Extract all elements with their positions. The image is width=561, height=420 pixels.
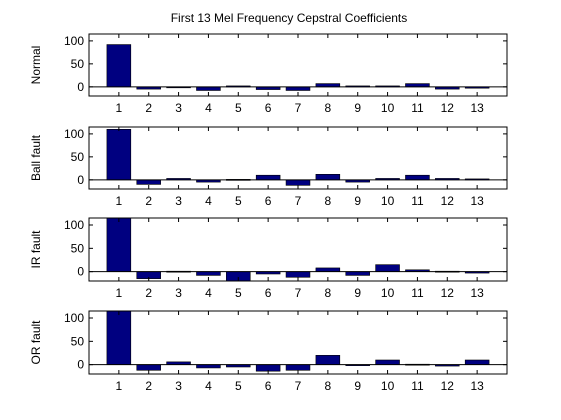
x-tick-label: 8 [325, 286, 332, 300]
x-tick-label: 3 [175, 379, 182, 393]
bar-11 [405, 174, 430, 181]
bar-7 [285, 271, 311, 278]
bar-10 [375, 359, 400, 365]
y-tick-label: 100 [64, 311, 84, 325]
x-tick-label: 8 [325, 101, 332, 115]
x-tick-label: 4 [205, 286, 212, 300]
y-tick-label: 50 [71, 150, 85, 164]
bar-10 [375, 264, 400, 272]
x-tick-label: 6 [265, 101, 272, 115]
x-tick-label: 3 [175, 194, 182, 208]
x-tick-label: 4 [205, 379, 212, 393]
x-tick-label: 2 [145, 379, 152, 393]
x-tick-label: 7 [295, 379, 302, 393]
bar-2 [136, 179, 161, 185]
y-tick-label: 50 [71, 241, 85, 255]
x-tick-label: 13 [470, 379, 484, 393]
bar-1 [106, 217, 132, 272]
x-tick-label: 8 [325, 379, 332, 393]
x-tick-label: 10 [381, 286, 395, 300]
x-tick-label: 1 [116, 379, 123, 393]
x-tick-label: 6 [265, 286, 272, 300]
y-tick-label: 100 [64, 34, 84, 48]
chart-title: First 13 Mel Frequency Cepstral Coeffici… [171, 11, 408, 25]
bar-7 [285, 364, 311, 371]
x-tick-label: 9 [354, 194, 361, 208]
x-tick-label: 7 [295, 194, 302, 208]
bar-4 [196, 271, 221, 276]
x-tick-label: 2 [145, 101, 152, 115]
bar-8 [315, 355, 341, 365]
x-tick-label: 9 [354, 101, 361, 115]
x-tick-label: 13 [470, 101, 484, 115]
y-axis-label: IR fault [29, 230, 43, 269]
bar-1 [106, 310, 132, 365]
x-tick-label: 10 [381, 379, 395, 393]
x-tick-label: 7 [295, 101, 302, 115]
y-tick-label: 0 [77, 358, 84, 372]
x-tick-label: 6 [265, 379, 272, 393]
bar-1 [106, 129, 132, 181]
x-tick-label: 1 [116, 286, 123, 300]
y-axis-label: Normal [29, 46, 43, 85]
x-tick-label: 2 [145, 286, 152, 300]
bar-8 [315, 267, 341, 272]
bar-13 [464, 359, 490, 365]
y-tick-label: 100 [64, 127, 84, 141]
y-tick-label: 0 [77, 265, 84, 279]
bar-6 [255, 174, 281, 181]
x-tick-label: 13 [470, 194, 484, 208]
x-tick-label: 6 [265, 194, 272, 208]
x-tick-label: 12 [441, 101, 455, 115]
x-tick-label: 3 [175, 286, 182, 300]
bar-7 [285, 179, 311, 186]
y-tick-label: 100 [64, 218, 84, 232]
x-tick-label: 11 [411, 101, 424, 115]
y-tick-label: 50 [71, 57, 85, 71]
x-tick-label: 4 [205, 101, 212, 115]
x-tick-label: 11 [411, 286, 424, 300]
x-tick-label: 10 [381, 194, 395, 208]
x-tick-label: 2 [145, 194, 152, 208]
y-tick-label: 0 [77, 80, 84, 94]
x-tick-label: 1 [116, 101, 123, 115]
bar-9 [345, 271, 370, 276]
x-tick-label: 11 [411, 194, 424, 208]
x-tick-label: 5 [235, 286, 242, 300]
x-tick-label: 9 [354, 379, 361, 393]
x-tick-label: 9 [354, 286, 361, 300]
x-tick-label: 10 [381, 101, 395, 115]
y-tick-label: 50 [71, 334, 85, 348]
x-tick-label: 5 [235, 194, 242, 208]
x-tick-label: 1 [116, 194, 123, 208]
y-axis-label: Ball fault [29, 134, 43, 181]
x-tick-label: 5 [235, 101, 242, 115]
x-tick-label: 12 [441, 379, 455, 393]
x-tick-label: 13 [470, 286, 484, 300]
x-tick-label: 12 [441, 286, 455, 300]
bar-7 [285, 86, 311, 91]
x-tick-label: 7 [295, 286, 302, 300]
x-tick-label: 12 [441, 194, 455, 208]
bar-2 [136, 364, 161, 371]
y-axis-label: OR fault [29, 320, 43, 365]
y-tick-label: 0 [77, 173, 84, 187]
x-tick-label: 5 [235, 379, 242, 393]
bar-4 [196, 86, 221, 91]
x-tick-label: 4 [205, 194, 212, 208]
x-tick-label: 3 [175, 101, 182, 115]
bar-1 [106, 44, 132, 88]
x-tick-label: 8 [325, 194, 332, 208]
bar-8 [315, 174, 341, 181]
x-tick-label: 11 [411, 379, 424, 393]
